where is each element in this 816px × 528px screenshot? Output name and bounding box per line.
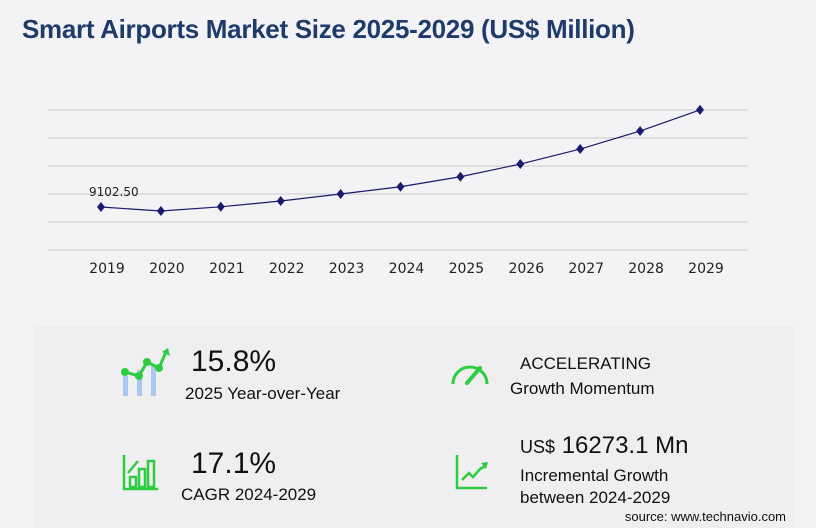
cagr-label: CAGR 2024-2029 [181, 485, 317, 504]
growth-chart-icon [121, 348, 170, 396]
incremental-label-2: between 2024-2029 [520, 488, 671, 507]
x-tick-label: 2026 [508, 261, 544, 277]
trend-up-icon [455, 455, 488, 490]
x-tick-label: 2020 [149, 261, 185, 277]
x-tick-label: 2024 [389, 261, 425, 277]
data-point-2029 [696, 104, 704, 115]
currency-prefix: US$ [520, 437, 556, 457]
line-chart: 2019 2020 2021 2022 2023 2024 2025 2026 2027 2028… [48, 104, 748, 277]
data-point-2024 [396, 181, 405, 192]
data-point-2023 [336, 189, 345, 200]
data-point-2027 [576, 144, 585, 155]
series-line [100, 109, 701, 212]
x-tick-label: 2021 [209, 261, 245, 277]
data-point-2019 [97, 202, 105, 213]
data-point-2020 [156, 206, 165, 217]
data-label: 9102.50 [89, 185, 139, 199]
speedometer-icon [451, 365, 489, 385]
data-point-2022 [276, 196, 285, 207]
x-tick-label: 2023 [329, 261, 365, 277]
x-tick-label: 2022 [269, 261, 305, 277]
data-point-2028 [636, 126, 645, 137]
momentum-label: Growth Momentum [510, 379, 655, 398]
x-tick-label: 2025 [449, 261, 485, 277]
data-point-2021 [216, 201, 225, 212]
incremental-amount: 16273.1 Mn [561, 432, 689, 459]
x-tick-label: 2028 [628, 261, 664, 277]
data-point-2025 [456, 171, 465, 182]
bar-growth-icon [122, 455, 158, 491]
yoy-value: 15.8% [191, 345, 277, 378]
incremental-value: US$ 16273.1 Mn [520, 432, 688, 460]
chart-title: Smart Airports Market Size 2025-2029 (US… [22, 14, 635, 44]
yoy-label: 2025 Year-over-Year [185, 384, 341, 403]
x-tick-label: 2019 [89, 261, 125, 277]
incremental-label-1: Incremental Growth [520, 466, 669, 485]
x-tick-label: 2029 [688, 261, 724, 277]
stats-panel [34, 326, 794, 528]
cagr-value: 17.1% [191, 447, 277, 480]
x-tick-label: 2027 [568, 261, 604, 277]
data-point-2026 [516, 159, 525, 170]
momentum-value: ACCELERATING [520, 354, 651, 373]
source-credit: source: www.technavio.com [624, 509, 786, 524]
